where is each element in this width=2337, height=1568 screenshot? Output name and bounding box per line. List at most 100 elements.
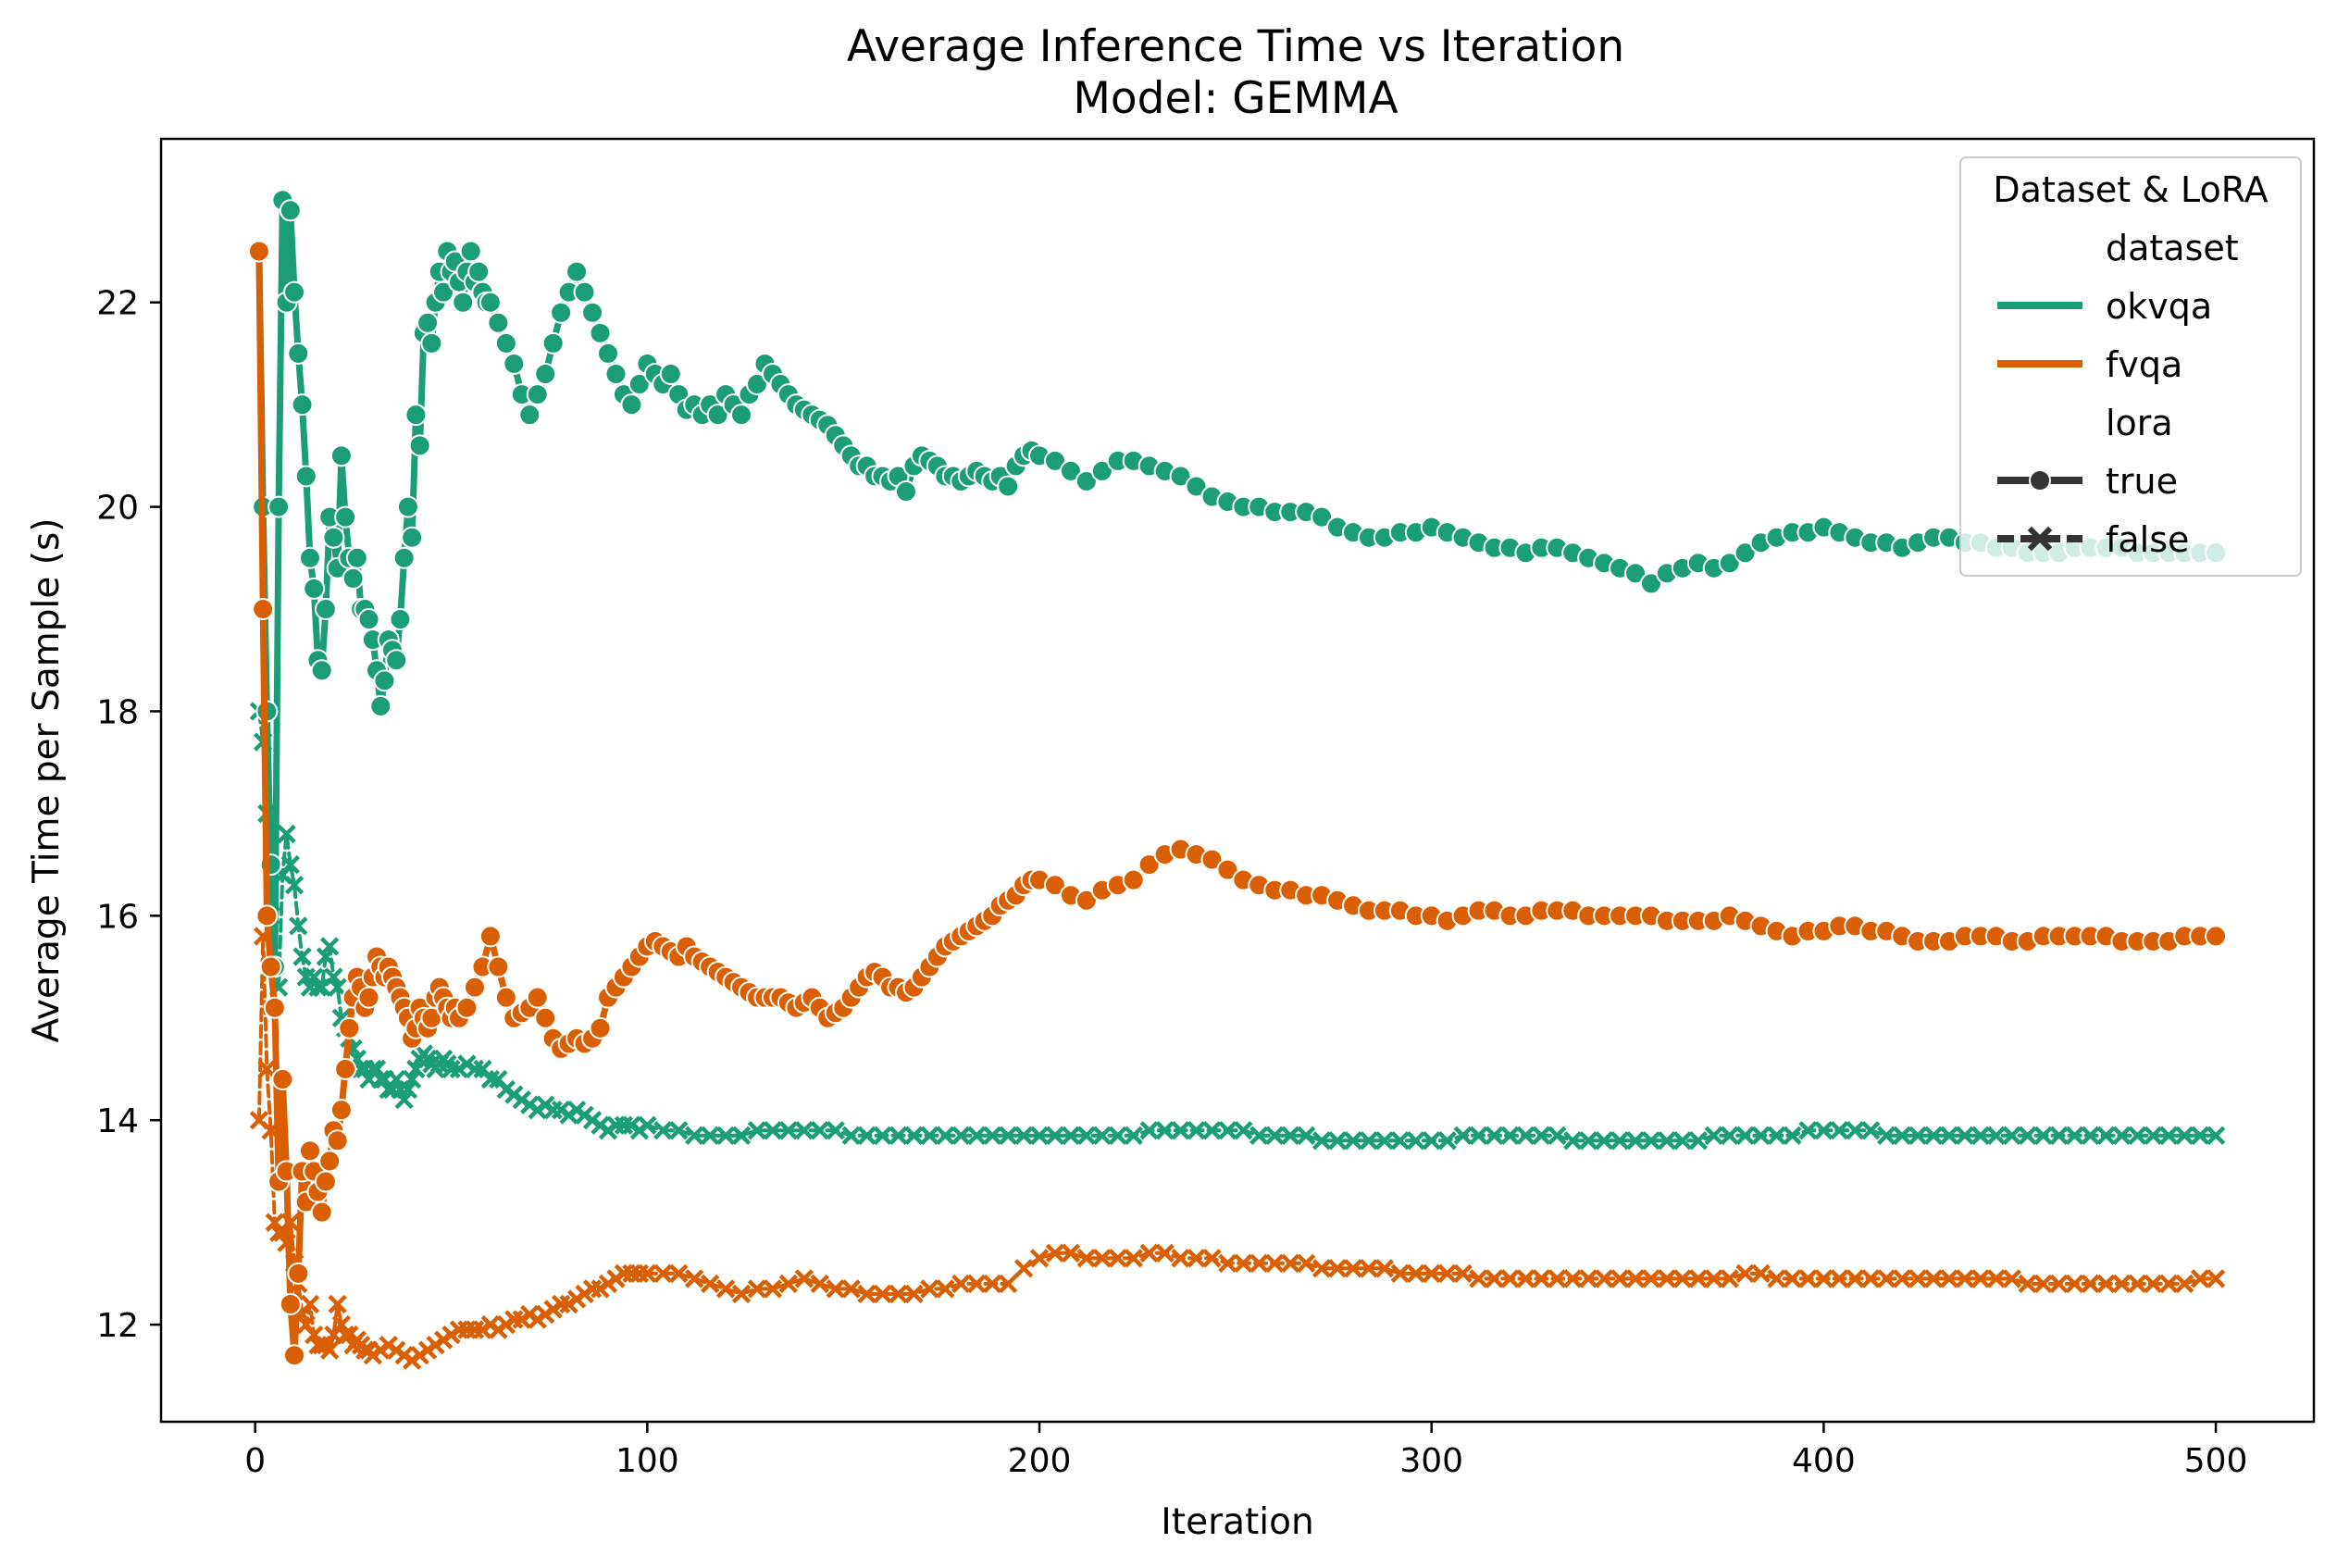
data-point bbox=[841, 1279, 861, 1299]
data-point bbox=[1704, 1126, 1723, 1145]
data-point bbox=[294, 465, 317, 488]
data-point bbox=[763, 1121, 783, 1140]
data-point bbox=[857, 1284, 876, 1304]
data-point bbox=[2033, 1274, 2053, 1294]
data-point bbox=[389, 608, 412, 631]
chart-title: Average Inference Time vs Iteration bbox=[847, 21, 1624, 72]
data-point bbox=[1171, 1249, 1190, 1268]
data-point bbox=[1704, 1269, 1723, 1288]
data-point bbox=[1814, 1269, 1834, 1288]
data-point bbox=[1892, 1269, 1912, 1288]
data-point bbox=[1124, 1126, 1143, 1145]
data-point bbox=[289, 916, 308, 936]
data-point bbox=[1406, 1131, 1425, 1151]
data-point bbox=[1923, 1269, 1944, 1288]
data-point bbox=[685, 1269, 704, 1288]
data-point bbox=[369, 694, 392, 717]
data-point bbox=[328, 977, 347, 997]
data-point bbox=[1202, 1249, 1222, 1268]
data-point bbox=[287, 342, 310, 365]
legend-header-lora: lora bbox=[2106, 403, 2173, 443]
data-point bbox=[487, 955, 510, 978]
data-point bbox=[1090, 459, 1113, 482]
data-point bbox=[1390, 1131, 1411, 1151]
data-point bbox=[1532, 1269, 1551, 1288]
data-point bbox=[1029, 1126, 1050, 1145]
data-point bbox=[1516, 1126, 1535, 1145]
data-point bbox=[416, 311, 440, 334]
data-point bbox=[1249, 1253, 1269, 1274]
data-point bbox=[534, 1006, 557, 1029]
data-point bbox=[1718, 552, 1741, 575]
data-point bbox=[247, 240, 270, 263]
series-okvqa-lora-false bbox=[249, 702, 2226, 1151]
data-point bbox=[1218, 1121, 1237, 1140]
data-point bbox=[1045, 1126, 1065, 1145]
data-point bbox=[2144, 1274, 2163, 1294]
data-point bbox=[1688, 1131, 1709, 1151]
data-point bbox=[700, 1126, 720, 1145]
x-tick-label: 300 bbox=[1399, 1442, 1463, 1480]
data-point bbox=[653, 1121, 673, 1140]
data-point bbox=[998, 1126, 1018, 1145]
data-point bbox=[826, 1279, 845, 1299]
data-point bbox=[1970, 1269, 1991, 1288]
plot-frame bbox=[159, 137, 2316, 1424]
data-point bbox=[857, 1126, 876, 1145]
data-point bbox=[1311, 1131, 1332, 1151]
data-point bbox=[589, 321, 612, 344]
data-point bbox=[2190, 1269, 2210, 1288]
data-point bbox=[2065, 1274, 2084, 1294]
data-point bbox=[904, 1284, 924, 1304]
data-point bbox=[1532, 1126, 1551, 1145]
data-point bbox=[283, 1344, 306, 1367]
data-point bbox=[936, 1279, 955, 1299]
legend-true-marker bbox=[2029, 469, 2051, 492]
data-point bbox=[1013, 1126, 1034, 1145]
data-point bbox=[1672, 1269, 1693, 1288]
data-point bbox=[1469, 1126, 1488, 1145]
data-point bbox=[1735, 1126, 1755, 1145]
data-point bbox=[526, 986, 549, 1009]
data-point bbox=[747, 1121, 767, 1140]
data-point bbox=[408, 434, 431, 457]
data-point bbox=[1265, 1253, 1285, 1274]
y-tick-label: 18 bbox=[96, 693, 139, 731]
data-point bbox=[314, 1170, 337, 1193]
data-point bbox=[1986, 1126, 2007, 1145]
data-point bbox=[1734, 541, 1757, 565]
x-tick-label: 0 bbox=[244, 1442, 266, 1480]
data-point bbox=[329, 444, 353, 467]
data-point bbox=[669, 1121, 689, 1140]
data-point bbox=[1296, 1253, 1316, 1274]
data-point bbox=[2081, 1126, 2100, 1145]
data-point bbox=[1155, 1243, 1175, 1263]
data-point bbox=[396, 495, 419, 518]
data-point bbox=[1720, 1126, 1739, 1145]
data-point bbox=[1327, 1259, 1348, 1278]
data-point bbox=[320, 937, 340, 956]
data-point bbox=[329, 1099, 353, 1122]
data-point bbox=[1124, 1249, 1143, 1268]
data-point bbox=[1610, 1269, 1630, 1288]
data-point bbox=[2112, 1274, 2132, 1294]
data-point bbox=[1234, 1121, 1253, 1140]
data-point bbox=[1092, 1249, 1113, 1268]
data-point bbox=[1579, 1269, 1598, 1288]
data-point bbox=[1955, 1269, 1975, 1288]
data-point bbox=[889, 1284, 908, 1304]
data-point bbox=[263, 996, 286, 1019]
data-point bbox=[951, 1274, 971, 1294]
data-point bbox=[1171, 1121, 1190, 1140]
data-point bbox=[700, 1274, 720, 1294]
data-point bbox=[503, 352, 526, 375]
data-point bbox=[2018, 1126, 2037, 1145]
data-point bbox=[1122, 868, 1145, 891]
data-point bbox=[1625, 1131, 1646, 1151]
data-point bbox=[810, 1121, 829, 1140]
data-point bbox=[1625, 1269, 1646, 1288]
ticks-layer: 0 100 200 300 400 500 12 14 16 18 20 22 bbox=[96, 285, 2247, 1480]
data-point bbox=[2128, 1126, 2147, 1145]
data-point bbox=[747, 1279, 767, 1299]
